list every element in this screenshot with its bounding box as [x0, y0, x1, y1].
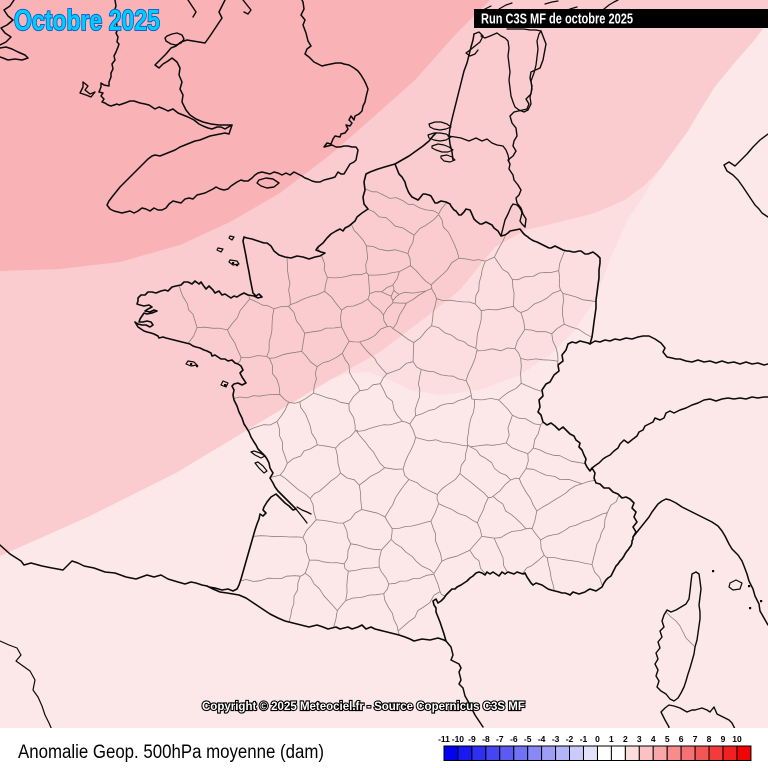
svg-text:-5: -5 — [524, 734, 532, 744]
svg-text:-8: -8 — [482, 734, 490, 744]
svg-text:Copyright © 2025 Meteociel.fr: Copyright © 2025 Meteociel.fr - Source C… — [202, 701, 525, 713]
svg-text:9: 9 — [721, 734, 726, 744]
svg-text:Run C3S MF de octobre 2025: Run C3S MF de octobre 2025 — [481, 11, 633, 28]
svg-text:-6: -6 — [510, 734, 518, 744]
svg-text:4: 4 — [651, 734, 656, 744]
svg-text:-11: -11 — [438, 734, 450, 744]
svg-text:0: 0 — [595, 734, 600, 744]
svg-text:2: 2 — [623, 734, 628, 744]
svg-text:3: 3 — [637, 734, 642, 744]
svg-text:1: 1 — [609, 734, 614, 744]
svg-text:-10: -10 — [452, 734, 465, 744]
svg-text:Anomalie Geop. 500hPa moyenne: Anomalie Geop. 500hPa moyenne (dam) — [18, 742, 324, 763]
svg-text:-2: -2 — [566, 734, 574, 744]
svg-text:8: 8 — [707, 734, 712, 744]
svg-text:-3: -3 — [552, 734, 560, 744]
svg-text:-9: -9 — [468, 734, 476, 744]
svg-text:6: 6 — [679, 734, 684, 744]
svg-text:-7: -7 — [496, 734, 504, 744]
svg-text:Octobre 2025: Octobre 2025 — [14, 5, 160, 37]
svg-text:7: 7 — [693, 734, 698, 744]
svg-text:Copyright © 2025 Meteociel.fr: Copyright © 2025 Meteociel.fr - Source C… — [202, 701, 525, 713]
svg-text:-1: -1 — [580, 734, 588, 744]
svg-text:5: 5 — [665, 734, 670, 744]
svg-text:-4: -4 — [538, 734, 546, 744]
svg-text:10: 10 — [732, 734, 742, 744]
